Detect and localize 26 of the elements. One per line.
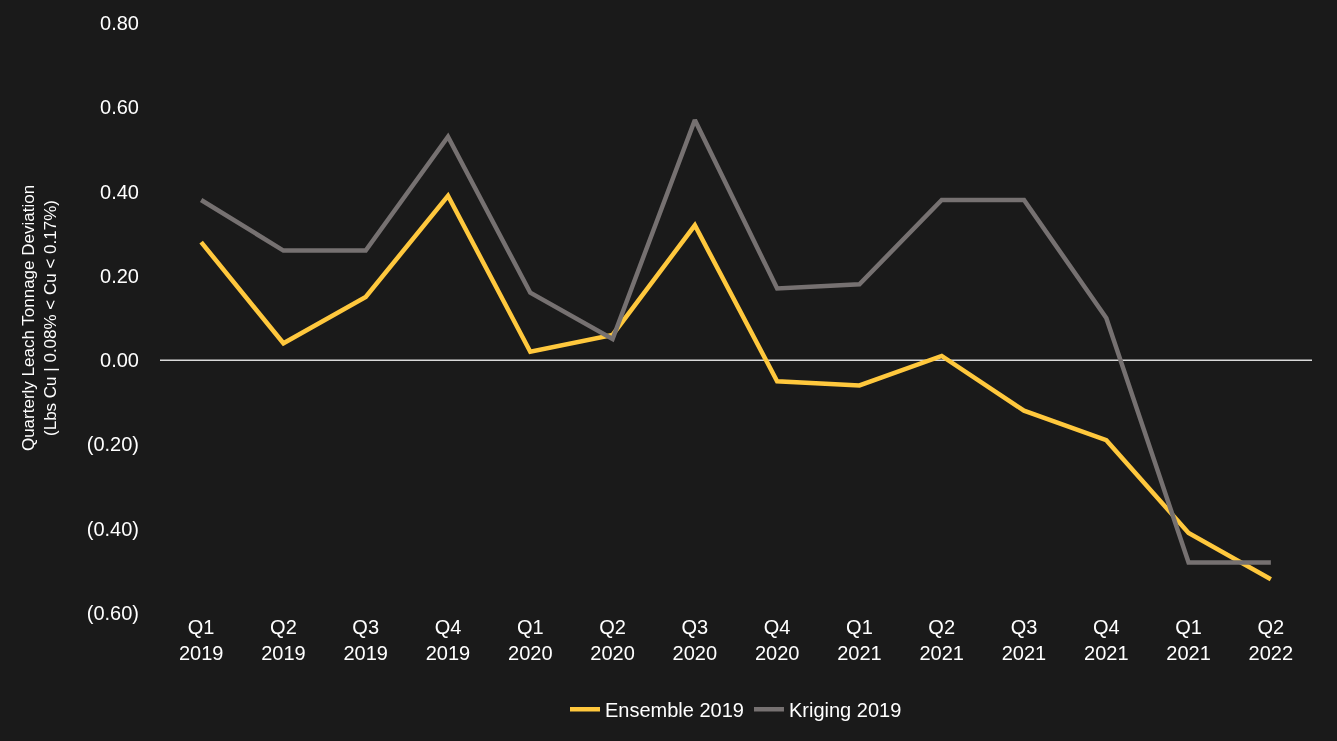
x-tick-label: Q3 2019 bbox=[343, 616, 388, 664]
y-tick-label: (0.20) bbox=[86, 433, 139, 456]
x-tick-label: Q2 2020 bbox=[590, 616, 635, 664]
x-tick-label: Q1 2019 bbox=[178, 616, 224, 664]
y-tick-label: 0.20 bbox=[100, 264, 139, 287]
y-tick-label: 0.80 bbox=[100, 12, 139, 34]
x-tick-label: Q2 2021 bbox=[919, 616, 964, 664]
x-tick-label: Q2 2022 bbox=[1248, 616, 1294, 664]
x-tick-label: Q4 2019 bbox=[425, 616, 471, 664]
x-tick-label: Q1 2021 bbox=[837, 616, 882, 664]
x-tick-label: Q2 2019 bbox=[261, 616, 306, 664]
x-tick-label: Q4 2021 bbox=[1084, 616, 1129, 664]
x-tick-label: Q3 2021 bbox=[1001, 616, 1047, 664]
y-tick-label: (0.40) bbox=[86, 517, 139, 540]
x-tick-label: Q3 2020 bbox=[672, 616, 718, 664]
legend-label: Ensemble 2019 bbox=[605, 699, 744, 721]
y-tick-label: (0.60) bbox=[86, 602, 139, 624]
legend-label: Kriging 2019 bbox=[788, 699, 902, 721]
x-tick-label: Q1 2020 bbox=[508, 616, 553, 664]
y-tick-label: 0.60 bbox=[100, 96, 139, 119]
y-tick-label: 0.00 bbox=[100, 349, 139, 372]
x-tick-label: Q1 2021 bbox=[1166, 616, 1211, 664]
x-tick-label: Q4 2020 bbox=[754, 616, 800, 664]
y-axis-title: Quarterly Leach Tonnage Deviation (Lbs Cu | 0.08% < Cu < 0.17%) bbox=[19, 184, 61, 452]
line-series bbox=[198, 117, 1274, 565]
y-tick-label: 0.40 bbox=[100, 180, 139, 203]
